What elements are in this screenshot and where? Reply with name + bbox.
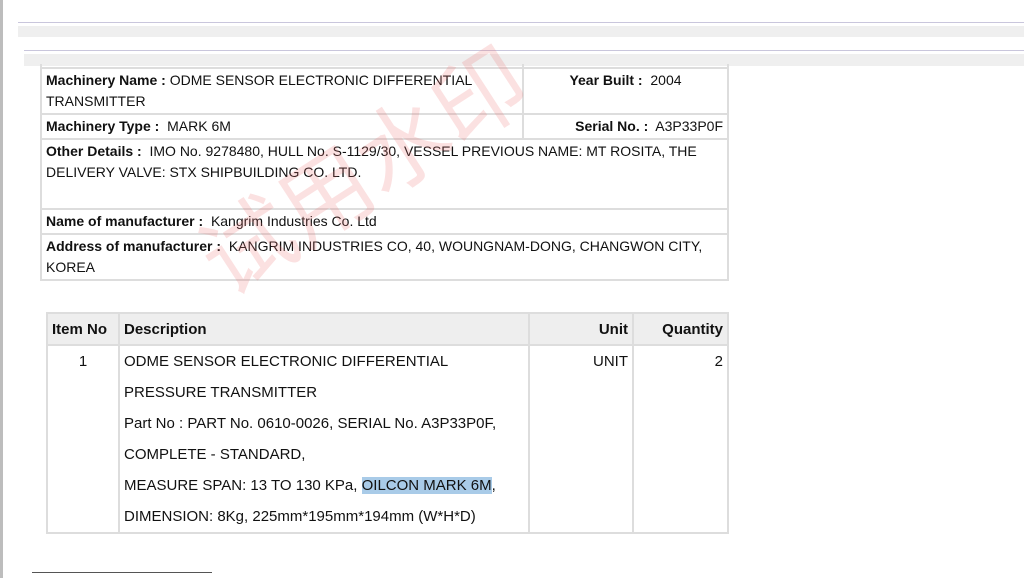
- serial-no: A3P33P0F: [655, 118, 723, 134]
- description: ODME SENSOR ELECTRONIC DIFFERENTIAL PRES…: [118, 344, 530, 534]
- quantity: 2: [632, 344, 729, 534]
- footnote-rule: [32, 572, 212, 573]
- description-line: COMPLETE - STANDARD,: [124, 446, 306, 463]
- machinery-type-cell: Machinery Type : MARK 6M: [40, 113, 524, 140]
- year-built-cell: Year Built : 2004: [522, 67, 729, 115]
- description-text: MEASURE SPAN: 13 TO 130 KPa,: [124, 477, 362, 494]
- items-table: Item No Description Unit Quantity 1 ODME…: [46, 312, 729, 534]
- description-text: ,: [491, 477, 496, 494]
- label: Serial No. :: [575, 118, 649, 134]
- address: KANGRIM INDUSTRIES CO, 40, WOUNGNAM-DONG…: [46, 238, 703, 275]
- label: Year Built :: [569, 72, 643, 88]
- machinery-name: ODME SENSOR ELECTRONIC DIFFERENTIAL TRAN…: [46, 72, 472, 109]
- machinery-name-cell: Machinery Name : ODME SENSOR ELECTRONIC …: [40, 67, 524, 115]
- table-row: 1 ODME SENSOR ELECTRONIC DIFFERENTIAL PR…: [46, 344, 729, 534]
- other-details: IMO No. 9278480, HULL No. S-1129/30, VES…: [46, 143, 697, 180]
- manufacturer: Kangrim Industries Co. Ltd: [210, 213, 377, 229]
- address-cell: Address of manufacturer : KANGRIM INDUST…: [40, 233, 729, 281]
- label: Address of manufacturer :: [46, 238, 222, 254]
- description-line: PRESSURE TRANSMITTER: [124, 384, 318, 401]
- label: Machinery Type :: [46, 118, 160, 134]
- manufacturer-cell: Name of manufacturer : Kangrim Industrie…: [40, 208, 729, 235]
- label: Other Details :: [46, 143, 142, 159]
- header-description: Description: [118, 312, 530, 346]
- item-no: 1: [46, 344, 120, 534]
- header-quantity: Quantity: [632, 312, 729, 346]
- description-line: DIMENSION: 8Kg, 225mm*195mm*194mm (W*H*D…: [124, 508, 476, 525]
- label: Name of manufacturer :: [46, 213, 204, 229]
- header-band: [18, 26, 1024, 37]
- year-built: 2004: [650, 72, 682, 88]
- machinery-type: MARK 6M: [167, 118, 231, 134]
- description-line: MEASURE SPAN: 13 TO 130 KPa, OILCON MARK…: [124, 470, 524, 501]
- description-line: Part No : PART No. 0610-0026, SERIAL No.…: [124, 415, 497, 432]
- divider: [24, 50, 1024, 51]
- selected-text[interactable]: OILCON MARK 6M: [361, 477, 492, 494]
- serial-no-cell: Serial No. : A3P33P0F: [522, 113, 729, 140]
- other-details-cell: Other Details : IMO No. 9278480, HULL No…: [40, 138, 729, 210]
- header-band: [24, 54, 1024, 66]
- machinery-details-table: Machinery Name : ODME SENSOR ELECTRONIC …: [40, 64, 729, 281]
- unit: UNIT: [528, 344, 634, 534]
- header-unit: Unit: [528, 312, 634, 346]
- label: Machinery Name :: [46, 72, 166, 88]
- table-header: Item No Description Unit Quantity: [46, 312, 729, 346]
- description-line: ODME SENSOR ELECTRONIC DIFFERENTIAL: [124, 353, 449, 370]
- left-edge: [0, 0, 3, 578]
- divider: [18, 22, 1024, 23]
- header-item-no: Item No: [46, 312, 120, 346]
